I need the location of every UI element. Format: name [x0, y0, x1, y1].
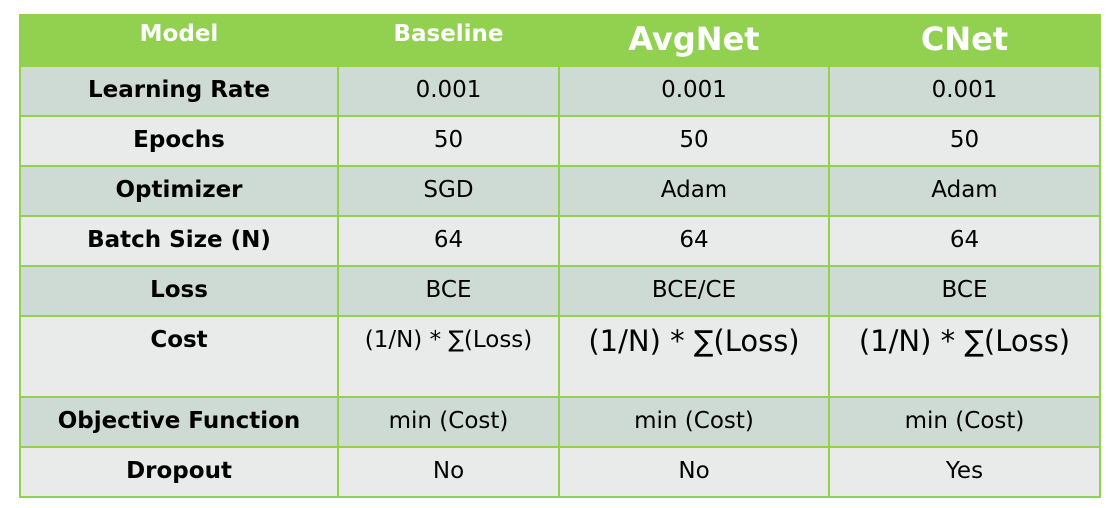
row-label: Batch Size (N) [19, 215, 339, 267]
table-row: Dropout No No Yes [19, 446, 1101, 498]
table-row: Learning Rate 0.001 0.001 0.001 [19, 65, 1101, 117]
baseline-cell: SGD [337, 165, 560, 217]
model-config-table: Model Baseline AvgNet CNet Learning Rate… [19, 14, 1101, 498]
cnet-cell: 0.001 [828, 65, 1101, 117]
baseline-cell: 0.001 [337, 65, 560, 117]
cnet-cell: Adam [828, 165, 1101, 217]
avgnet-cell: 0.001 [558, 65, 830, 117]
cnet-cell: (1/N) * ∑(Loss) [828, 315, 1101, 398]
header-row: Model Baseline AvgNet CNet [19, 14, 1101, 67]
header-baseline: Baseline [337, 14, 560, 67]
baseline-cell: BCE [337, 265, 560, 317]
baseline-cell: (1/N) * ∑(Loss) [337, 315, 560, 398]
table-row: Loss BCE BCE/CE BCE [19, 265, 1101, 317]
row-label: Dropout [19, 446, 339, 498]
table-row: Optimizer SGD Adam Adam [19, 165, 1101, 217]
avgnet-cell: No [558, 446, 830, 498]
avgnet-cell: Adam [558, 165, 830, 217]
row-label: Learning Rate [19, 65, 339, 117]
cnet-cell: min (Cost) [828, 396, 1101, 448]
baseline-cell: 50 [337, 115, 560, 167]
table-row: Batch Size (N) 64 64 64 [19, 215, 1101, 267]
cnet-cell: 50 [828, 115, 1101, 167]
cnet-cell: 64 [828, 215, 1101, 267]
row-label: Epochs [19, 115, 339, 167]
cnet-cell: Yes [828, 446, 1101, 498]
baseline-cell: 64 [337, 215, 560, 267]
avgnet-cell: BCE/CE [558, 265, 830, 317]
table-row: Epochs 50 50 50 [19, 115, 1101, 167]
cnet-cell: BCE [828, 265, 1101, 317]
baseline-cell: min (Cost) [337, 396, 560, 448]
avgnet-cell: 64 [558, 215, 830, 267]
header-avgnet: AvgNet [558, 14, 830, 67]
baseline-cell: No [337, 446, 560, 498]
table-row: Cost (1/N) * ∑(Loss) (1/N) * ∑(Loss) (1/… [19, 315, 1101, 398]
header-cnet: CNet [828, 14, 1101, 67]
avgnet-cell: 50 [558, 115, 830, 167]
row-label: Loss [19, 265, 339, 317]
table-row: Objective Function min (Cost) min (Cost)… [19, 396, 1101, 448]
row-label: Cost [19, 315, 339, 398]
header-model: Model [19, 14, 339, 67]
avgnet-cell: min (Cost) [558, 396, 830, 448]
row-label: Objective Function [19, 396, 339, 448]
row-label: Optimizer [19, 165, 339, 217]
avgnet-cell: (1/N) * ∑(Loss) [558, 315, 830, 398]
